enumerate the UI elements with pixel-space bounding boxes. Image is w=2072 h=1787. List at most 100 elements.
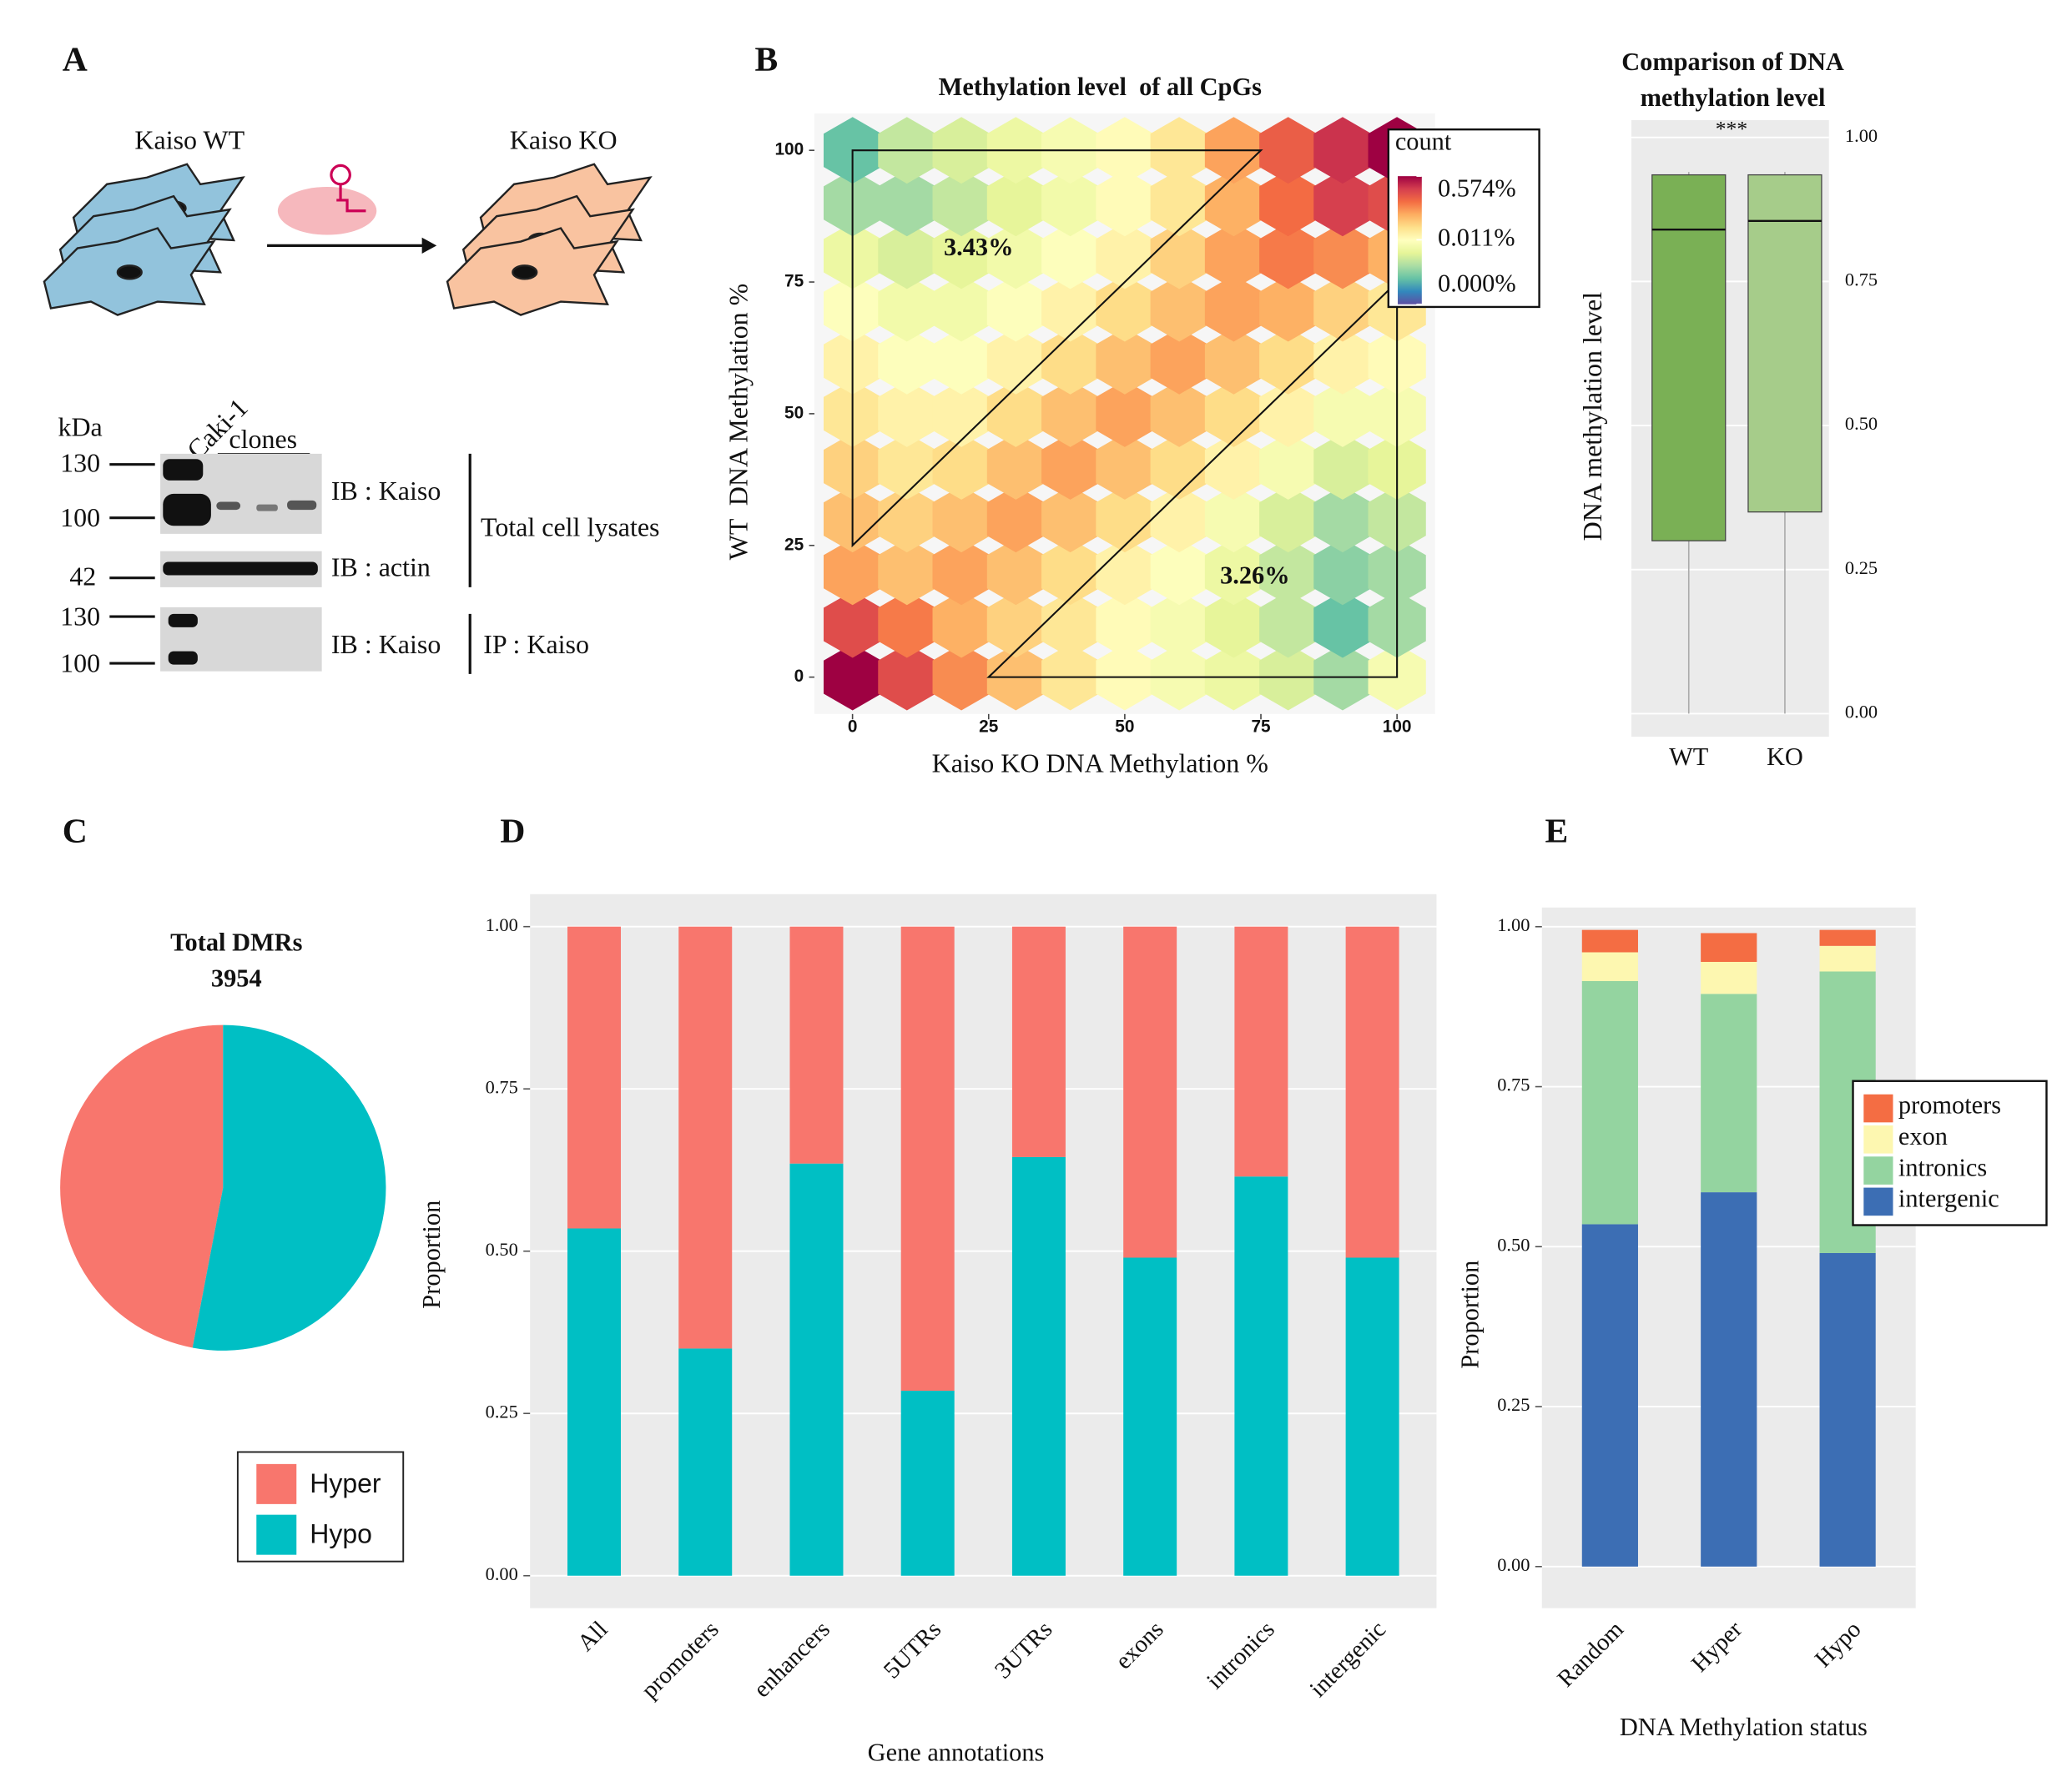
shrna-vector: [277, 186, 377, 235]
arrow-head: [421, 237, 437, 254]
x-tick-label: All: [572, 1616, 613, 1657]
legend-swatch: [1863, 1156, 1893, 1185]
hex-bin: [1259, 486, 1318, 553]
hex-bin: [1096, 380, 1154, 447]
box: [1651, 174, 1727, 541]
hex-bin: [932, 433, 991, 500]
y-tick-label: 0.25: [1845, 557, 1878, 578]
bar-segment: [1581, 929, 1638, 953]
hex-bin: [1150, 486, 1208, 553]
annotation: ***: [1716, 117, 1747, 141]
hex-bin: [823, 591, 882, 658]
bar-segment: [567, 1228, 621, 1576]
marker: 100: [60, 648, 100, 678]
hex-bin: [986, 274, 1045, 342]
group-label: IP : Kaiso: [483, 629, 589, 659]
bar-segment: [900, 1390, 955, 1576]
y-axis-title: Proportion: [417, 1201, 446, 1309]
hex-bin: [986, 538, 1045, 606]
hex-bin: [986, 486, 1045, 553]
bar-segment: [567, 926, 621, 1229]
y-tick-label: 0.25: [486, 1401, 518, 1422]
hex-bin: [1313, 538, 1372, 606]
hex-bin: [932, 486, 991, 553]
bar-segment: [1345, 926, 1399, 1258]
chart-title: methylation level: [1641, 83, 1826, 112]
panel-label: B: [754, 40, 778, 78]
hex-bin: [1204, 327, 1263, 395]
hex-bin: [878, 380, 936, 447]
legend-swatch: [1863, 1094, 1893, 1123]
y-tick-label: 1.00: [1845, 125, 1878, 146]
x-axis-title: Kaiso KO DNA Methylation %: [932, 748, 1268, 778]
group-label: Total cell lysates: [481, 511, 659, 541]
y-tick-label: 0.50: [486, 1239, 518, 1260]
clones-label: clones: [229, 424, 297, 454]
hex-bin: [1259, 327, 1318, 395]
colorbar-label: 0.011%: [1438, 223, 1515, 251]
hex-bin: [986, 222, 1045, 289]
hex-bin: [1313, 380, 1372, 447]
legend-label: exon: [1898, 1122, 1948, 1150]
x-axis-title: Gene annotations: [868, 1739, 1045, 1767]
hex-bin: [1096, 433, 1154, 500]
kda-label: kDa: [58, 411, 102, 441]
marker: 100: [60, 502, 100, 532]
hex-bin: [1096, 327, 1154, 395]
hex-bin: [1096, 274, 1154, 342]
y-tick-label: 25: [784, 535, 804, 554]
hex-bin: [878, 222, 936, 289]
hex-bin: [1259, 380, 1318, 447]
bar-segment: [1819, 945, 1876, 972]
hex-bin: [878, 591, 936, 658]
hex-bin: [1204, 433, 1263, 500]
bar-segment: [1234, 1176, 1288, 1576]
band: [163, 493, 211, 526]
panel-label: E: [1545, 811, 1569, 849]
ko-label: Kaiso KO: [510, 125, 618, 155]
hex-bin: [1150, 274, 1208, 342]
legend-swatch: [256, 1463, 297, 1504]
hex-bin: [1204, 486, 1263, 553]
blot-label: IB : Kaiso: [331, 476, 441, 506]
hex-bin: [932, 380, 991, 447]
band: [168, 613, 198, 627]
hex-bin: [1259, 169, 1318, 237]
x-tick-label: Random: [1552, 1616, 1629, 1693]
bar-segment: [678, 926, 733, 1349]
legend-label: intergenic: [1898, 1185, 1999, 1213]
hex-bin: [1204, 169, 1263, 237]
hex-bin: [878, 327, 936, 395]
x-tick-label: 25: [979, 717, 998, 736]
marker: 42: [69, 561, 96, 591]
hex-bin: [1150, 591, 1208, 658]
hex-bin: [1041, 486, 1100, 553]
marker: 130: [60, 602, 100, 632]
legend-label: Hypo: [310, 1519, 372, 1549]
hex-bin: [878, 643, 936, 711]
hex-bin: [1204, 538, 1263, 606]
shrna-hairpin: [330, 164, 366, 213]
hex-bin: [1041, 591, 1100, 658]
bar-segment: [678, 1348, 733, 1576]
y-tick-label: 0.75: [1845, 269, 1878, 290]
legend-label: Hyper: [310, 1468, 381, 1498]
band: [163, 561, 318, 576]
hex-bin: [1041, 327, 1100, 395]
x-tick-label: 5UTRs: [879, 1616, 946, 1684]
y-axis-title: DNA methylation level: [1577, 292, 1607, 541]
hex-bin: [1313, 274, 1372, 342]
hex-bin: [823, 538, 882, 606]
legend-label: promoters: [1898, 1091, 2001, 1120]
y-tick-label: 1.00: [1497, 914, 1530, 935]
hex-bin: [1313, 433, 1372, 500]
wt-cells: [43, 163, 245, 316]
x-tick-label: 100: [1383, 717, 1412, 736]
y-tick-label: 0.00: [1845, 702, 1878, 722]
annotation: 3.43%: [944, 233, 1014, 261]
panel-label: A: [63, 40, 88, 78]
hex-bin: [1259, 274, 1318, 342]
hex-bin: [986, 169, 1045, 237]
bar-segment: [1011, 1156, 1066, 1576]
